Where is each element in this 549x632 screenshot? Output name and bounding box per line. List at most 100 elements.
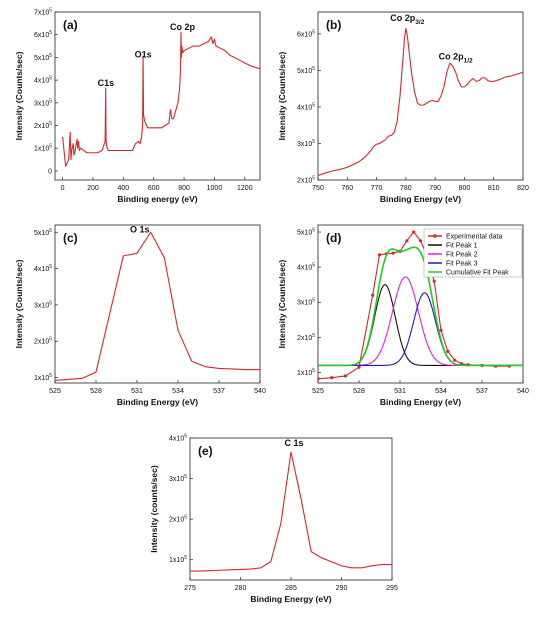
x-axis-label: Binding Energy (eV) [117,397,198,407]
data-point [377,253,382,257]
y-tick-label: 1x105 [34,144,52,153]
panel-label: (c) [63,231,78,245]
legend-box [423,228,523,278]
y-tick-label: 5x105 [34,53,52,62]
y-tick-label: 3x105 [34,300,52,309]
x-tick-label: 540 [517,388,529,395]
legend-entry: Fit Peak 2 [446,252,478,259]
data-point [318,377,320,381]
panel-c: 525 528 531 534 537 540 1x105 2x105 3x105 4x105 5x… [14,224,266,407]
data-point [343,374,347,378]
peak-annotation: O 1s [130,224,150,234]
data-point [439,328,443,332]
data-point [371,293,375,297]
data-point [418,239,423,243]
data-point [405,239,409,243]
x-axis-label: Binding Energy (eV) [250,594,331,604]
x-tick-label: 528 [90,388,102,395]
x-tick-label: 525 [312,388,324,395]
y-tick-label: 1x105 [34,373,52,382]
x-tick-label: 275 [184,585,196,592]
y-tick-label: 7x105 [34,8,52,17]
panel-label: (b) [326,18,341,32]
series-spectrum [190,451,392,572]
series-cumulative-fit-peak [318,246,523,367]
x-tick-label: 534 [435,388,447,395]
x-tick-label: 760 [341,185,353,192]
x-tick-label: 200 [87,185,99,192]
plot-area [62,31,260,167]
x-tick-label: 534 [172,388,184,395]
x-axis-label: Binding energy (eV) [117,194,197,204]
y-axis-label: Intensity (Counts/sec) [277,259,287,348]
plot-frame [189,437,393,581]
panel-label: (d) [326,231,341,245]
peak-annotation: Co 2p1/2 [439,51,473,64]
plot-frame [317,224,524,384]
x-tick-label: 600 [148,185,160,192]
y-tick-label: 4x105 [169,434,187,443]
y-tick-label: 2x105 [297,176,315,185]
data-point [453,358,457,362]
x-tick-label: 525 [49,388,61,395]
plot-area [318,27,523,177]
panel-label: (a) [63,18,78,32]
peak-annotation: Co 2p3/2 [390,13,424,26]
x-tick-label: 290 [336,585,348,592]
series-spectrum [318,27,523,177]
y-tick-label: 1x105 [169,555,187,564]
x-tick-label: 285 [285,585,297,592]
y-tick-label: 3x105 [297,298,315,307]
y-tick-label: 4x105 [297,263,315,272]
y-tick-label: 4x105 [34,76,52,85]
x-tick-label: 820 [517,185,529,192]
panel-b: 750 760 770 780 790 800 810 820 2x105 3x105 4x105 5… [277,11,529,204]
y-tick-label: 5x105 [297,66,315,75]
panel-e: 275 280 285 290 295 1x105 2x105 3x105 4x105 Bindi… [149,434,398,605]
x-tick-label: 800 [178,185,190,192]
panel-label: (e) [198,444,213,458]
x-tick-label: 540 [254,388,266,395]
x-tick-label: 0 [61,185,65,192]
x-tick-label: 800 [459,185,471,192]
peak-annotation: Co 2p [170,22,196,32]
x-tick-label: 770 [371,185,383,192]
data-point [412,230,416,234]
y-tick-label: 3x105 [34,98,52,107]
data-point [446,349,450,353]
x-tick-label: 528 [353,388,365,395]
x-tick-label: 280 [235,585,247,592]
peak-annotation: C 1s [285,438,304,448]
y-tick-label: 2x105 [169,515,187,524]
y-tick-label: 5x105 [297,228,315,237]
x-tick-label: 790 [429,185,441,192]
x-tick-label: 531 [394,388,406,395]
x-tick-label: 1000 [207,185,223,192]
data-point [357,365,361,369]
y-axis-label: Intensity (counts/sec) [149,465,159,553]
x-tick-label: 537 [476,388,488,395]
plot-area [190,451,392,572]
y-axis-label: Intensity (Counts/sec) [14,51,24,140]
x-tick-label: 531 [131,388,143,395]
y-tick-label: 4x105 [297,102,315,111]
y-axis-label: Intensity (Counts/sec) [14,259,24,348]
x-tick-label: 400 [117,185,129,192]
data-point [330,376,334,380]
panel-a: 0 200 400 600 800 1000 1200 0 1x105 2x105 3x105 4x1… [14,8,261,204]
plot-frame [54,11,261,181]
series-spectrum [62,31,260,167]
data-point [391,251,395,255]
series-spectrum [55,231,260,382]
plot-area [55,231,260,382]
y-tick-label: 6x105 [297,29,315,38]
plot-frame [54,224,261,384]
legend-entry: Fit Peak 1 [446,243,478,250]
x-tick-label: 750 [312,185,324,192]
data-point [432,279,436,283]
y-tick-label: 1x105 [297,368,315,377]
y-tick-label: 3x105 [169,474,187,483]
legend-marker [433,234,437,238]
plot-area [318,230,523,381]
